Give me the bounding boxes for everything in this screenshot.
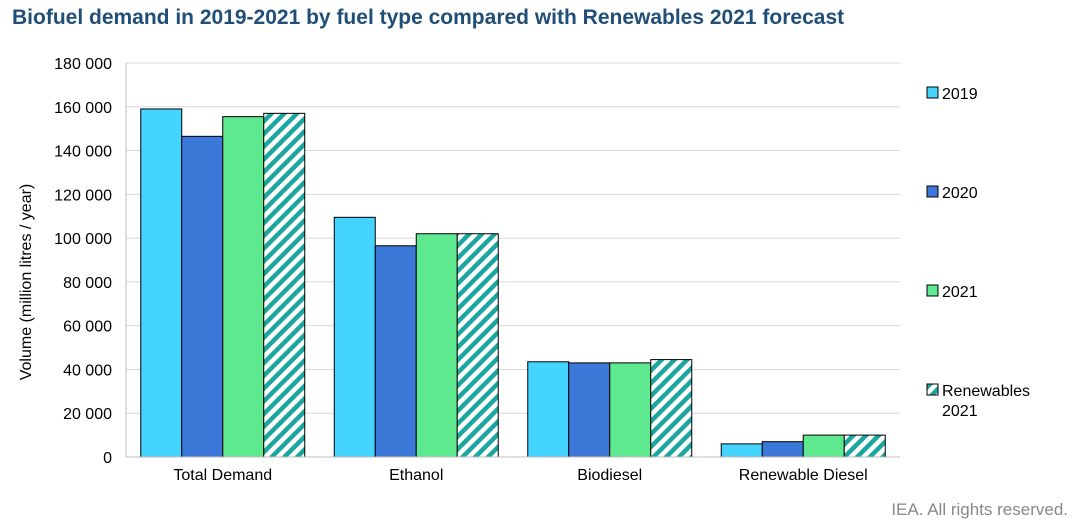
y-tick-label: 80 000 bbox=[63, 275, 112, 292]
y-tick-label: 160 000 bbox=[54, 100, 112, 117]
bar bbox=[333, 216, 376, 458]
y-tick-label: 0 bbox=[103, 450, 112, 467]
legend-swatch bbox=[926, 284, 939, 297]
bar bbox=[263, 112, 306, 458]
bar bbox=[568, 362, 611, 458]
legend-swatch bbox=[926, 185, 939, 198]
x-tick-label: Biodiesel bbox=[577, 467, 642, 484]
legend-label: 2021 bbox=[942, 284, 978, 301]
y-tick-label: 140 000 bbox=[54, 144, 112, 161]
axes bbox=[125, 63, 900, 458]
bar bbox=[415, 233, 458, 458]
bar bbox=[222, 116, 265, 458]
y-axis-ticks: 0 20 000 40 000 60 000 80 000 100 000 120 000 1… bbox=[54, 56, 112, 467]
x-tick-label: Total Demand bbox=[173, 467, 272, 484]
x-tick-label: Ethanol bbox=[389, 467, 443, 484]
bar bbox=[843, 434, 886, 458]
bars bbox=[140, 108, 886, 458]
y-tick-label: 180 000 bbox=[54, 56, 112, 73]
x-axis-ticks: Total Demand Ethanol Biodiesel Renewable Di… bbox=[173, 467, 867, 484]
bar bbox=[802, 434, 845, 458]
bar bbox=[140, 108, 183, 458]
bar bbox=[609, 362, 652, 458]
bar bbox=[650, 359, 693, 458]
bar bbox=[761, 441, 804, 458]
y-tick-label: 40 000 bbox=[63, 362, 112, 379]
y-tick-label: 100 000 bbox=[54, 231, 112, 248]
y-tick-label: 60 000 bbox=[63, 319, 112, 336]
bar bbox=[181, 135, 224, 458]
grid-lines bbox=[126, 62, 900, 414]
bar bbox=[374, 245, 417, 458]
bar bbox=[456, 233, 499, 458]
chart-title: Biofuel demand in 2019-2021 by fuel type… bbox=[12, 6, 845, 29]
y-tick-label: 20 000 bbox=[63, 406, 112, 423]
legend-swatch bbox=[926, 383, 939, 396]
y-tick-label: 120 000 bbox=[54, 187, 112, 204]
legend-label: Renewables 2021 bbox=[942, 383, 1030, 420]
legend-label: 2019 bbox=[942, 86, 978, 103]
copyright-footer: IEA. All rights reserved. bbox=[891, 500, 1068, 519]
legend: 2019 2020 2021 Renewables 2021 bbox=[926, 86, 1030, 420]
legend-swatch bbox=[926, 86, 939, 99]
bar bbox=[527, 361, 570, 458]
legend-label: 2020 bbox=[942, 185, 978, 202]
y-axis-label: Volume (million litres / year) bbox=[18, 184, 35, 381]
bar bbox=[720, 443, 763, 458]
x-tick-label: Renewable Diesel bbox=[739, 467, 868, 484]
